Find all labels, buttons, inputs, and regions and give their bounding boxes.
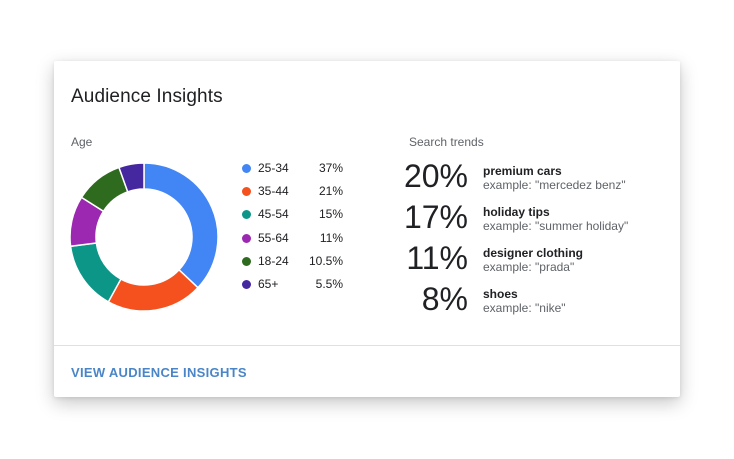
trend-percent: 17% — [403, 199, 468, 235]
trend-term: designer clothing — [483, 246, 584, 260]
trend-example: example: "nike" — [483, 301, 566, 315]
legend-percent: 15% — [318, 207, 343, 222]
view-audience-insights-link[interactable]: VIEW AUDIENCE INSIGHTS — [71, 365, 247, 380]
trend-term: shoes — [483, 287, 518, 301]
legend-age-range: 55-64 — [258, 230, 289, 245]
legend-swatch — [242, 187, 251, 197]
trend-item: 17% holiday tips example: "summer holida… — [394, 199, 664, 240]
trend-percent: 8% — [421, 281, 468, 317]
legend-swatch — [242, 279, 251, 289]
trend-item: 20% premium cars example: "mercedez benz… — [394, 158, 664, 199]
legend-percent: 5.5% — [315, 276, 343, 291]
legend-item: 65+ 5.5% — [241, 277, 351, 300]
legend-age-range: 65+ — [258, 276, 279, 291]
trend-example: example: "summer holiday" — [483, 219, 629, 233]
legend-age-range: 25-34 — [258, 161, 289, 175]
legend-age-range: 18-24 — [258, 253, 289, 268]
trend-term: holiday tips — [483, 205, 550, 219]
trend-percent: 11% — [406, 240, 468, 276]
age-donut-chart — [69, 162, 219, 312]
legend-swatch — [242, 210, 251, 220]
legend-percent: 21% — [318, 184, 343, 199]
donut-slice-35-44 — [107, 268, 200, 312]
donut-slice-65plus — [117, 162, 145, 193]
legend-percent: 37% — [318, 161, 343, 175]
card-title: Audience Insights — [71, 86, 223, 107]
legend-percent: 11% — [319, 230, 343, 245]
trend-item: 11% designer clothing example: "prada" — [394, 240, 664, 281]
trend-percent: 20% — [403, 158, 468, 194]
legend-swatch — [242, 256, 251, 266]
legend-item: 45-54 15% — [241, 207, 351, 230]
age-section-label: Age — [71, 135, 93, 149]
legend-item: 25-34 37% — [241, 161, 351, 184]
search-trends-label: Search trends — [409, 135, 484, 149]
legend-swatch — [242, 164, 251, 173]
legend-age-range: 35-44 — [258, 184, 289, 199]
trend-example: example: "prada" — [483, 260, 575, 274]
donut-slice-25-34 — [143, 162, 219, 289]
legend-age-range: 45-54 — [258, 207, 289, 222]
search-trends-list: 20% premium cars example: "mercedez benz… — [394, 158, 664, 322]
legend-item: 35-44 21% — [241, 184, 351, 207]
legend-item: 55-64 11% — [241, 231, 351, 254]
trend-term: premium cars — [483, 164, 562, 178]
legend-item: 18-24 10.5% — [241, 254, 351, 277]
card-divider — [54, 345, 680, 346]
trend-item: 8% shoes example: "nike" — [394, 281, 664, 322]
audience-insights-card: Audience Insights Age Search trends 25-3… — [54, 61, 680, 397]
legend-swatch — [242, 233, 251, 243]
legend-percent: 10.5% — [308, 253, 343, 268]
trend-example: example: "mercedez benz" — [483, 178, 626, 192]
donut-slice-45-54 — [69, 242, 122, 303]
age-legend: 25-34 37% 35-44 21% 45-54 15% 55-64 11% … — [241, 161, 351, 300]
